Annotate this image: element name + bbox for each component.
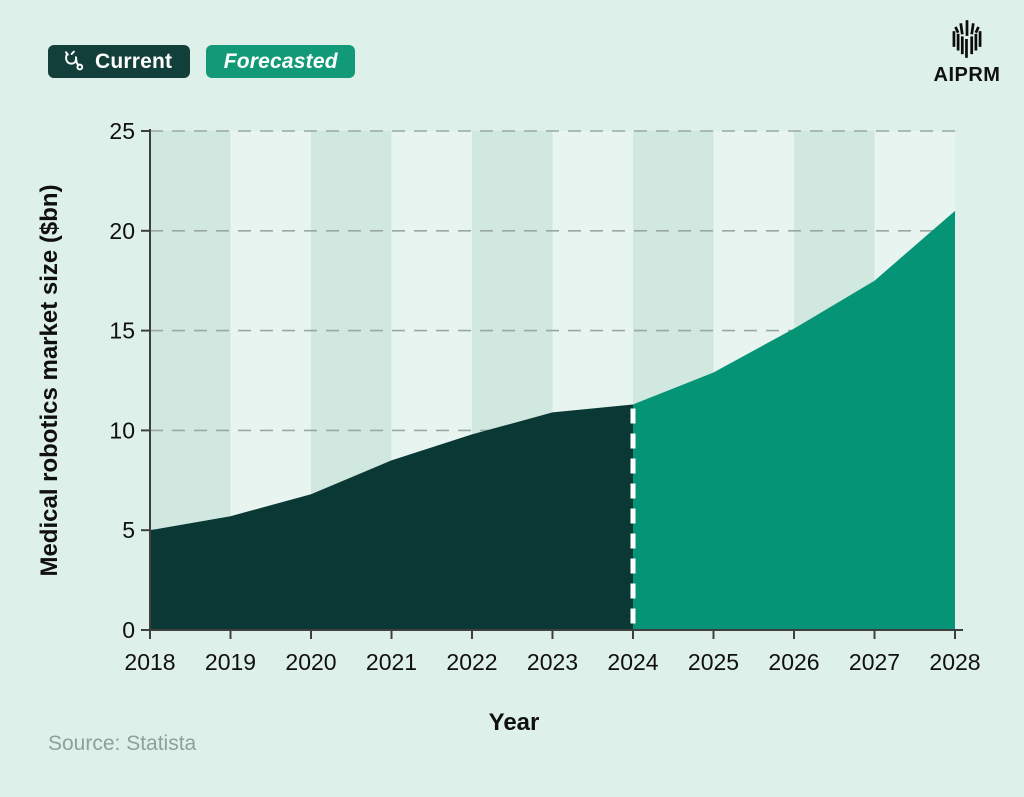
area-forecasted [633, 210, 955, 630]
x-tick-label: 2019 [205, 649, 256, 675]
y-tick-label: 10 [109, 417, 135, 443]
brand-name: AIPRM [933, 64, 1001, 86]
y-tick-label: 5 [122, 517, 135, 543]
x-tick-label: 2023 [527, 649, 578, 675]
x-axis-title: Year [489, 709, 540, 736]
y-axis-title: Medical robotics market size ($bn) [36, 184, 63, 576]
x-tick-label: 2020 [285, 649, 336, 675]
x-tick-label: 2022 [446, 649, 497, 675]
x-tick-label: 2021 [366, 649, 417, 675]
legend-label-current: Current [95, 49, 173, 73]
x-tick-label: 2025 [688, 649, 739, 675]
y-tick-label: 15 [109, 318, 135, 344]
aiprm-logo-icon [944, 16, 990, 62]
stethoscope-icon [60, 49, 86, 75]
area-current [150, 404, 633, 630]
y-tick-label: 20 [109, 218, 135, 244]
source-note: Source: Statista [48, 732, 197, 755]
y-tick-label: 25 [109, 118, 135, 144]
x-tick-label: 2024 [607, 649, 658, 675]
legend: Current Forecasted [48, 45, 356, 78]
y-tick-label: 0 [122, 617, 135, 643]
legend-item-current: Current [48, 45, 191, 78]
legend-label-forecasted: Forecasted [223, 49, 338, 73]
x-tick-label: 2028 [929, 649, 980, 675]
legend-item-forecasted: Forecasted [206, 45, 356, 78]
x-tick-label: 2018 [124, 649, 175, 675]
brand-logo: AIPRM [932, 16, 1002, 87]
x-tick-label: 2026 [768, 649, 819, 675]
x-tick-label: 2027 [849, 649, 900, 675]
